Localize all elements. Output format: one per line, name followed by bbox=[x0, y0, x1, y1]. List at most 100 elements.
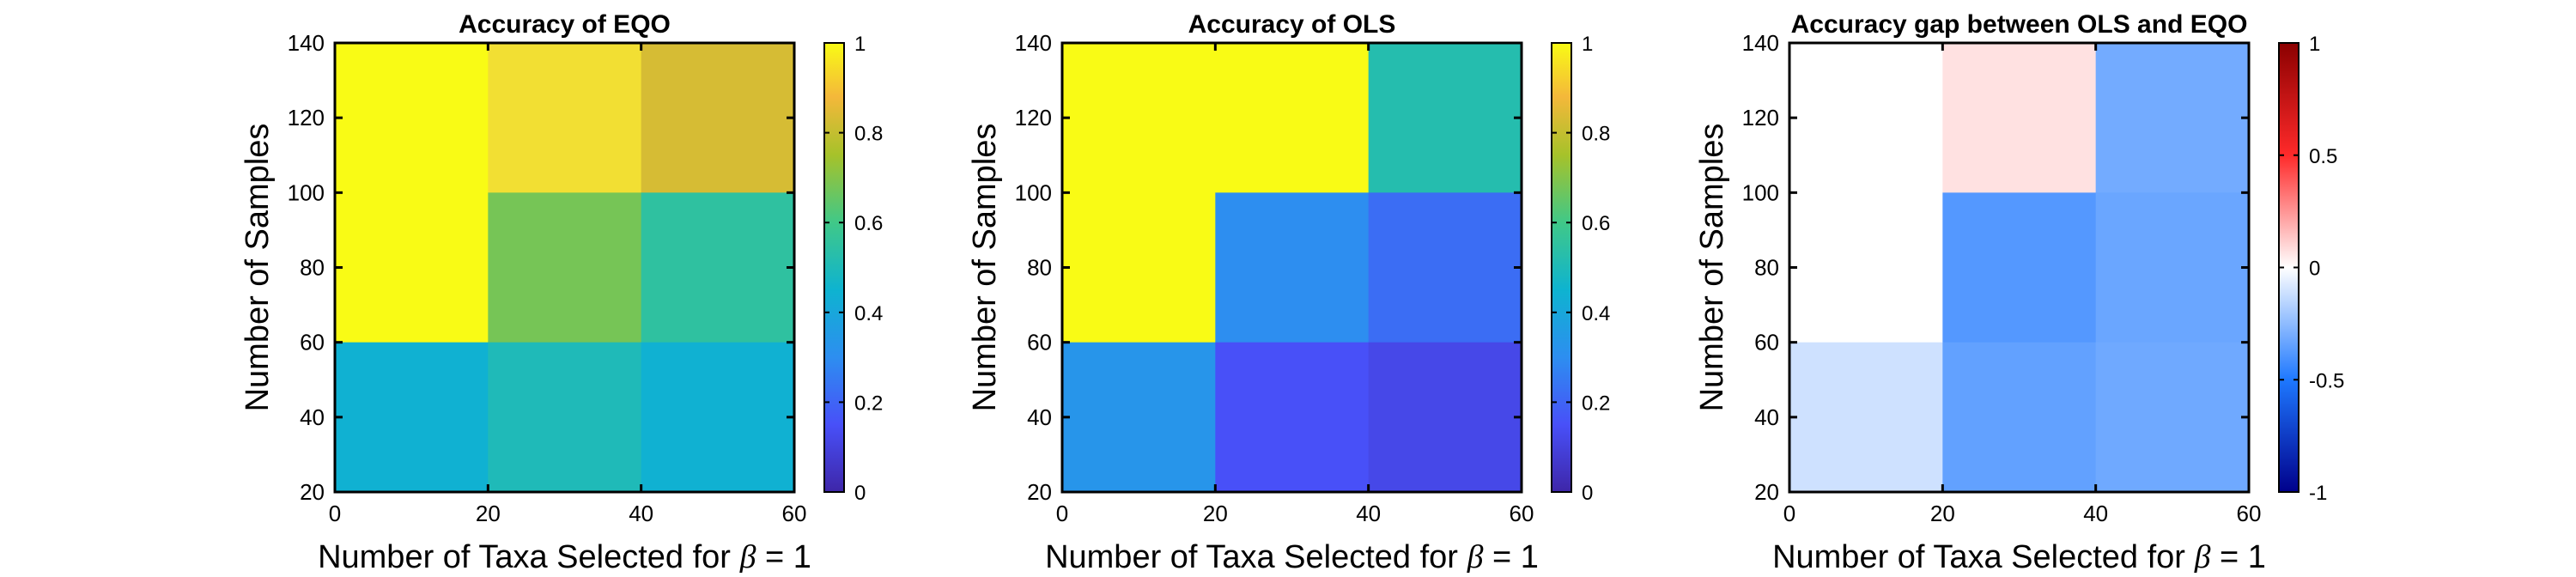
x-tick-label: 60 bbox=[1510, 501, 1534, 526]
heatmap-cell bbox=[641, 43, 795, 193]
heatmap-cell bbox=[1789, 192, 1943, 343]
heatmap-cell bbox=[1942, 43, 2097, 193]
colorbar-tick-label: 0 bbox=[1582, 482, 1593, 505]
y-tick-label: 120 bbox=[288, 105, 325, 131]
heatmap-cell bbox=[488, 342, 642, 493]
x-tick-label: 20 bbox=[476, 501, 501, 526]
chart-title: Accuracy gap between OLS and EQO bbox=[1791, 10, 2248, 39]
x-axis-label-suffix: = 1 bbox=[756, 539, 811, 573]
y-tick-label: 60 bbox=[300, 330, 325, 355]
colorbar-tick-label: 0.2 bbox=[1582, 392, 1610, 415]
heatmap-cell bbox=[335, 43, 489, 193]
x-axis-label-suffix: = 1 bbox=[2210, 539, 2265, 573]
y-tick-label: 40 bbox=[1754, 404, 1779, 430]
x-tick-label: 0 bbox=[1056, 501, 1068, 526]
x-axis-label: Number of Taxa Selected for β = 1 bbox=[318, 539, 811, 573]
x-tick-label: 20 bbox=[1930, 501, 1955, 526]
y-tick-label: 40 bbox=[1027, 404, 1052, 430]
heatmap-cell bbox=[1215, 43, 1370, 193]
heatmap-cell bbox=[1368, 43, 1522, 193]
beta-symbol: β bbox=[1467, 539, 1484, 573]
colorbar-tick-label: 0.8 bbox=[1582, 123, 1610, 146]
y-tick-label: 120 bbox=[1742, 105, 1779, 131]
chart-title: Accuracy of OLS bbox=[1188, 10, 1396, 39]
y-tick-label: 140 bbox=[288, 30, 325, 56]
y-tick-label: 100 bbox=[1015, 179, 1052, 205]
y-tick-label: 80 bbox=[300, 255, 325, 281]
colorbar-tick-label: 1 bbox=[2309, 33, 2320, 56]
x-axis-label-text: Number of Taxa Selected for bbox=[1772, 539, 2194, 573]
colorbar-tick-label: 1 bbox=[854, 33, 866, 56]
heatmap-cell bbox=[2095, 192, 2250, 343]
heatmap-cell bbox=[488, 192, 642, 343]
heatmap-cell bbox=[1215, 342, 1370, 493]
x-tick-label: 60 bbox=[782, 501, 807, 526]
heatmap-cell bbox=[335, 192, 489, 343]
x-tick-label: 0 bbox=[329, 501, 341, 526]
colorbar-tick-label: 0.8 bbox=[854, 123, 883, 146]
y-tick-label: 20 bbox=[300, 479, 325, 505]
colorbar-tick-label: 0.4 bbox=[854, 302, 883, 325]
colorbar-tick-label: 0.6 bbox=[1582, 212, 1610, 235]
heatmap-cell bbox=[1789, 43, 1943, 193]
y-tick-label: 100 bbox=[1742, 179, 1779, 205]
beta-symbol: β bbox=[739, 539, 756, 573]
heatmap-cell bbox=[641, 192, 795, 343]
y-tick-label: 20 bbox=[1754, 479, 1779, 505]
colorbar-tick-label: 1 bbox=[1582, 33, 1593, 56]
y-tick-label: 40 bbox=[300, 404, 325, 430]
y-tick-label: 80 bbox=[1754, 255, 1779, 281]
colorbar bbox=[1551, 42, 1572, 493]
heatmap-cell bbox=[488, 43, 642, 193]
colorbar-tick-label: 0.4 bbox=[1582, 302, 1610, 325]
y-tick-label: 100 bbox=[288, 179, 325, 205]
x-tick-label: 20 bbox=[1203, 501, 1228, 526]
y-tick-label: 80 bbox=[1027, 255, 1052, 281]
y-tick-label: 120 bbox=[1015, 105, 1052, 131]
heatmap-cell bbox=[1942, 342, 2097, 493]
x-axis-label: Number of Taxa Selected for β = 1 bbox=[1045, 539, 1539, 573]
x-tick-label: 40 bbox=[629, 501, 653, 526]
x-tick-label: 40 bbox=[2083, 501, 2108, 526]
x-tick-label: 60 bbox=[2237, 501, 2262, 526]
colorbar-tick-label: -0.5 bbox=[2309, 369, 2344, 392]
heatmap-cell bbox=[2095, 342, 2250, 493]
x-axis-label-text: Number of Taxa Selected for bbox=[1045, 539, 1467, 573]
y-tick-label: 140 bbox=[1015, 30, 1052, 56]
colorbar-tick-label: 0 bbox=[854, 482, 866, 505]
heatmap-cell bbox=[1942, 192, 2097, 343]
x-axis-label-text: Number of Taxa Selected for bbox=[318, 539, 739, 573]
heatmap-cell bbox=[641, 342, 795, 493]
heatmap-cell bbox=[1368, 192, 1522, 343]
colorbar-tick-label: 0.2 bbox=[854, 392, 883, 415]
colorbar-tick-label: 0 bbox=[2309, 258, 2320, 281]
heatmap-cell bbox=[1368, 342, 1522, 493]
beta-symbol: β bbox=[2194, 539, 2211, 573]
heatmap-cell bbox=[335, 342, 489, 493]
colorbar-tick-label: -1 bbox=[2309, 482, 2327, 505]
x-tick-label: 0 bbox=[1783, 501, 1795, 526]
colorbar-tick-label: 0.6 bbox=[854, 212, 883, 235]
x-axis-label: Number of Taxa Selected for β = 1 bbox=[1772, 539, 2266, 573]
x-axis-label-suffix: = 1 bbox=[1483, 539, 1538, 573]
y-axis-label: Number of Samples bbox=[1694, 124, 1730, 412]
y-axis-label: Number of Samples bbox=[240, 124, 276, 412]
colorbar bbox=[823, 42, 845, 493]
heatmap-cell bbox=[1062, 192, 1216, 343]
y-tick-label: 20 bbox=[1027, 479, 1052, 505]
x-tick-label: 40 bbox=[1356, 501, 1381, 526]
colorbar-tick-label: 0.5 bbox=[2309, 145, 2337, 168]
heatmap-cell bbox=[1215, 192, 1370, 343]
y-tick-label: 60 bbox=[1027, 330, 1052, 355]
heatmap-cell bbox=[1062, 342, 1216, 493]
y-tick-label: 60 bbox=[1754, 330, 1779, 355]
y-axis-label: Number of Samples bbox=[967, 124, 1003, 412]
heatmap-cell bbox=[2095, 43, 2250, 193]
chart-title: Accuracy of EQO bbox=[459, 10, 671, 39]
y-tick-label: 140 bbox=[1742, 30, 1779, 56]
heatmap-cell bbox=[1789, 342, 1943, 493]
